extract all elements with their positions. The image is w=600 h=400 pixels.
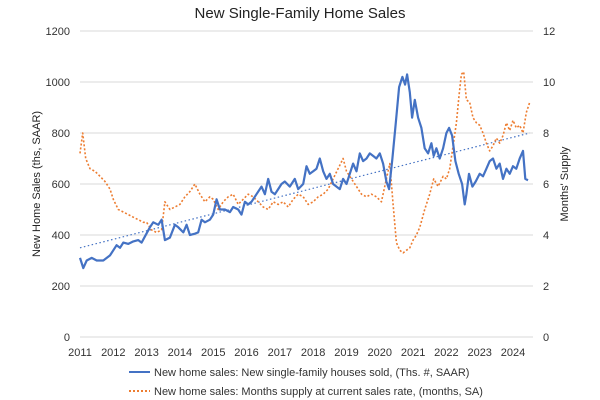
x-tick-label: 2024 — [501, 347, 525, 359]
x-tick-label: 2016 — [234, 347, 258, 359]
y2-tick-label: 4 — [543, 230, 549, 242]
y-tick-label: 1200 — [46, 26, 70, 38]
x-tick-label: 2019 — [334, 347, 358, 359]
y-tick-label: 0 — [64, 332, 70, 344]
sales-line — [78, 73, 529, 270]
y2-axis-title: Months' Supply — [559, 146, 571, 221]
months-supply-line — [79, 71, 531, 254]
y-tick-label: 800 — [52, 128, 70, 140]
y2-tick-label: 6 — [543, 179, 549, 191]
sales-trendline — [79, 132, 530, 249]
x-tick-label: 2017 — [268, 347, 292, 359]
legend-label-supply: New home sales: Months supply at current… — [154, 386, 483, 398]
y-tick-label: 200 — [52, 281, 70, 293]
series-lines — [78, 71, 531, 270]
x-tick-label: 2014 — [168, 347, 192, 359]
x-tick-label: 2011 — [68, 347, 92, 359]
x-tick-label: 2020 — [368, 347, 392, 359]
x-tick-label: 2018 — [301, 347, 325, 359]
x-tick-label: 2012 — [101, 347, 125, 359]
y2-axis-ticks: 0 2 4 6 8 10 12 — [543, 26, 555, 344]
y2-tick-label: 8 — [543, 128, 549, 140]
y-tick-label: 600 — [52, 179, 70, 191]
legend: New home sales: New single-family houses… — [129, 367, 483, 398]
x-axis-ticks: 2011 2012 2013 2014 2015 2016 2017 2018 2019 2020… — [68, 347, 525, 359]
x-tick-label: 2021 — [401, 347, 425, 359]
y-tick-label: 400 — [52, 230, 70, 242]
x-tick-label: 2013 — [134, 347, 158, 359]
y-tick-label: 1000 — [46, 77, 70, 89]
gridlines — [80, 30, 533, 338]
chart-title: New Single-Family Home Sales — [195, 5, 406, 22]
y2-tick-label: 0 — [543, 332, 549, 344]
x-tick-label: 2015 — [201, 347, 225, 359]
legend-label-sales: New home sales: New single-family houses… — [154, 367, 469, 379]
x-tick-label: 2022 — [434, 347, 458, 359]
x-tick-label: 2023 — [467, 347, 491, 359]
y-axis-title: New Home Sales (ths, SAAR) — [31, 111, 43, 257]
y2-tick-label: 12 — [543, 26, 555, 38]
y2-tick-label: 2 — [543, 281, 549, 293]
y2-tick-label: 10 — [543, 77, 555, 89]
y-axis-ticks: 0 200 400 600 800 1000 1200 — [46, 26, 70, 344]
